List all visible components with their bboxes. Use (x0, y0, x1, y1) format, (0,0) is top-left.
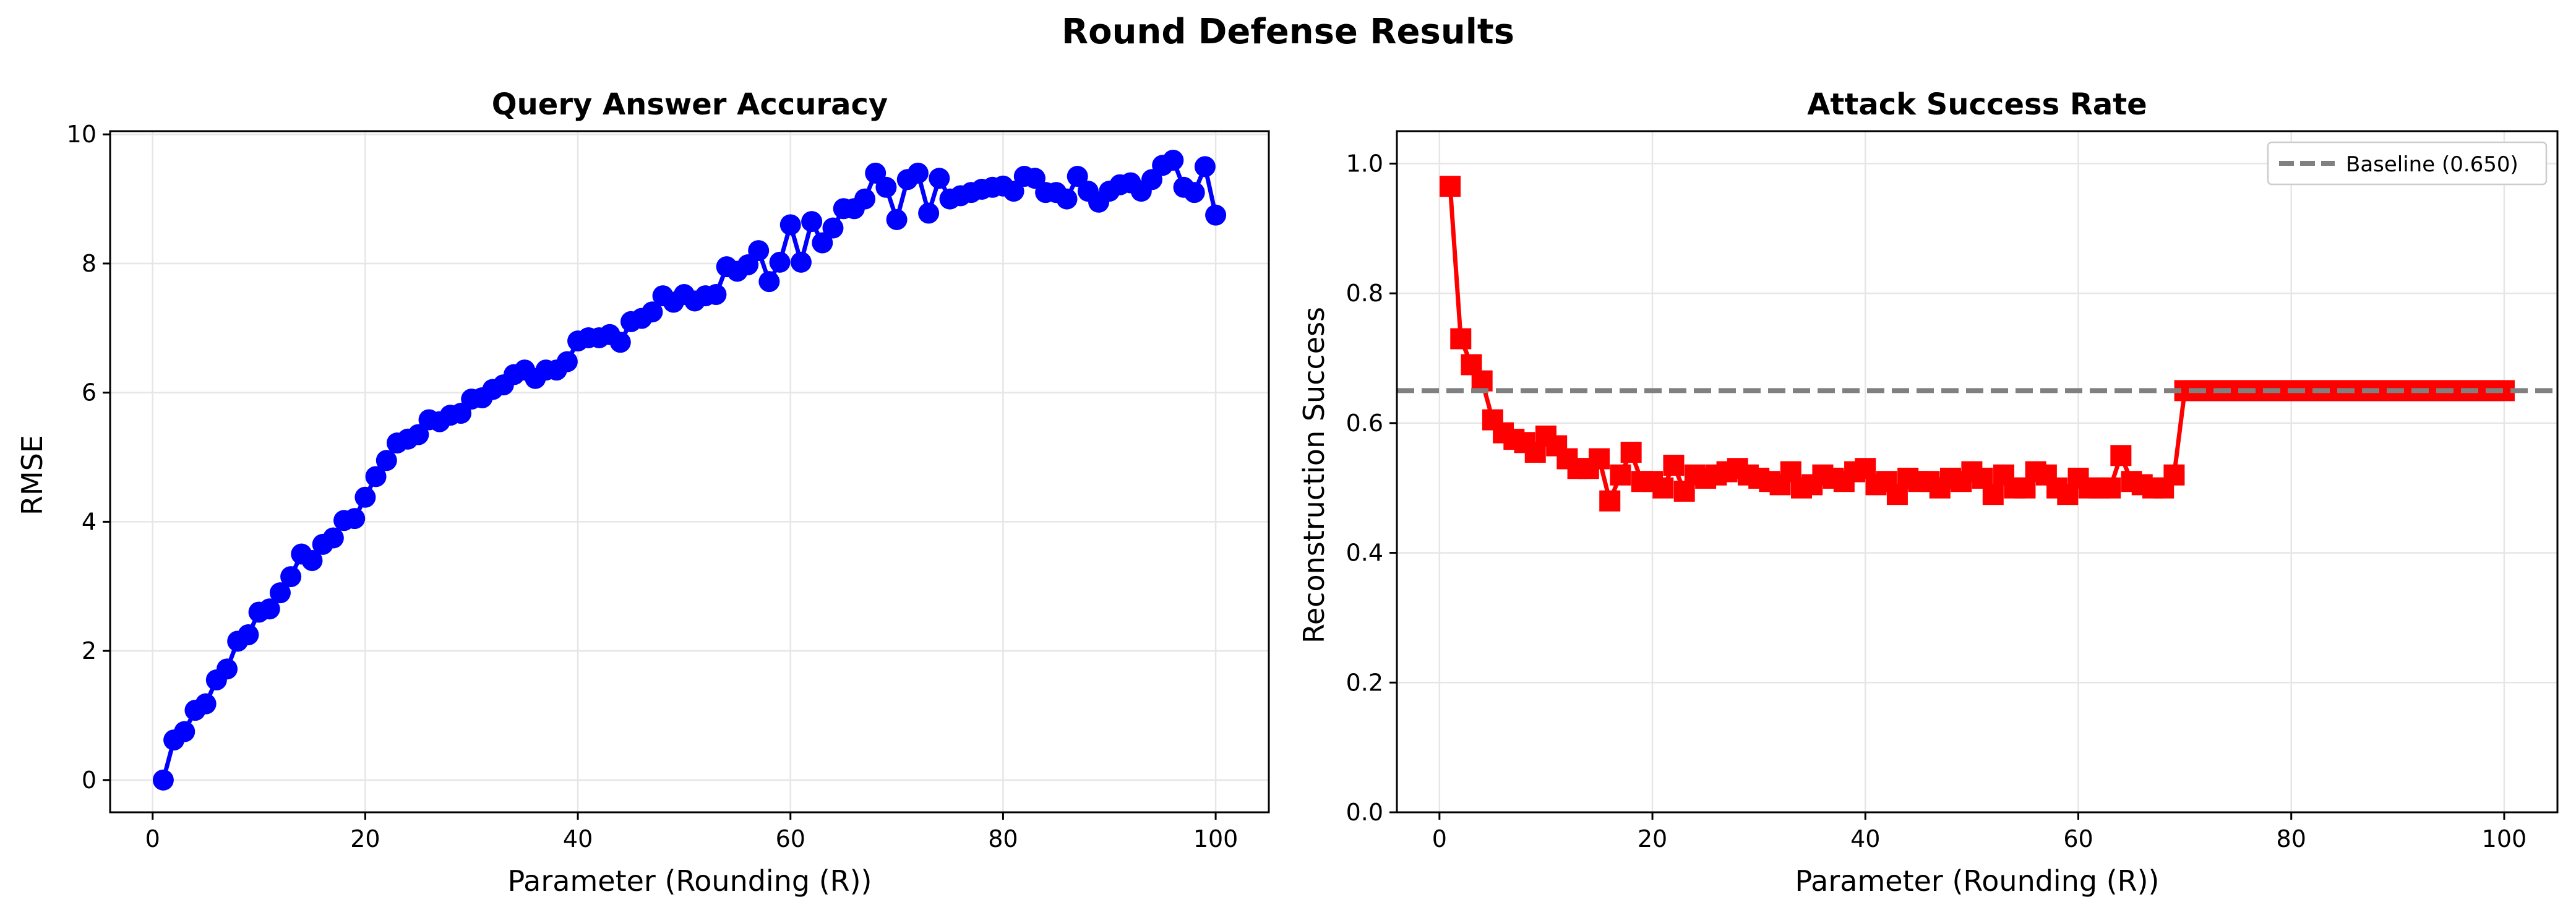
legend-box (2267, 141, 2548, 186)
data-point (1589, 448, 1610, 470)
data-point (195, 693, 217, 715)
data-point (344, 508, 366, 530)
data-point (1599, 490, 1621, 512)
data-point (748, 240, 770, 262)
y-tick-label: 10 (67, 121, 97, 148)
data-point (1056, 188, 1078, 210)
data-point (2100, 477, 2121, 499)
x-tick-label: 20 (350, 825, 380, 853)
data-point (642, 301, 663, 323)
data-point (1982, 484, 2004, 505)
x-tick-label: 60 (776, 825, 805, 853)
data-point (238, 624, 259, 646)
series-line (161, 158, 1218, 781)
data-point (918, 202, 940, 224)
data-point (152, 769, 174, 791)
plot-frame (109, 130, 1270, 814)
data-point (408, 424, 429, 445)
data-point (365, 466, 387, 488)
data-point (1067, 166, 1088, 187)
x-axis-label: Parameter (Rounding (R)) (1795, 864, 2160, 898)
data-point (779, 214, 801, 236)
data-point (705, 284, 727, 306)
y-axis-label: RMSE (15, 435, 49, 515)
data-point (280, 566, 302, 588)
data-point (812, 232, 833, 254)
data-point (322, 527, 344, 549)
figure-title: Round Defense Results (1062, 12, 1514, 52)
x-axis-label: Parameter (Rounding (R)) (508, 864, 872, 898)
legend: Baseline (0.650) (2267, 141, 2548, 186)
data-point (929, 168, 950, 189)
data-point (1663, 455, 1685, 476)
data-point (854, 188, 876, 210)
y-tick-label: 1.0 (1346, 150, 1383, 177)
data-point (2110, 445, 2132, 466)
x-tick-label: 80 (2277, 825, 2306, 853)
data-point (1003, 181, 1024, 202)
y-tick-label: 0.2 (1346, 669, 1383, 696)
data-point (174, 721, 195, 742)
data-point (354, 486, 376, 508)
x-tick-label: 60 (2063, 825, 2093, 853)
data-point (1183, 182, 1205, 204)
x-tick-label: 100 (1193, 825, 1239, 853)
data-point (1450, 328, 1472, 350)
data-point (1610, 464, 1631, 486)
data-point (1194, 156, 1216, 178)
data-point (886, 208, 908, 230)
chart-title: Attack Success Rate (1807, 87, 2147, 122)
data-point (1652, 477, 1674, 499)
data-point (1620, 442, 1642, 463)
data-point (1205, 204, 1227, 226)
y-tick-label: 8 (82, 250, 97, 277)
x-tick-label: 80 (988, 825, 1018, 853)
data-point (801, 211, 823, 233)
plot-frame (1396, 130, 2559, 814)
data-point (790, 251, 812, 273)
chart-title: Query Answer Accuracy (492, 87, 888, 122)
y-tick-label: 0.6 (1346, 410, 1383, 437)
data-point (907, 162, 929, 184)
data-point (769, 251, 791, 273)
y-tick-label: 2 (82, 637, 97, 664)
data-point (875, 176, 897, 198)
data-point (1471, 370, 1493, 392)
y-tick-label: 0.8 (1346, 280, 1383, 307)
x-tick-label: 40 (563, 825, 593, 853)
data-point (217, 658, 238, 680)
data-point (259, 598, 280, 620)
y-tick-label: 0 (82, 767, 97, 794)
data-point (822, 217, 844, 239)
x-tick-label: 0 (145, 825, 160, 853)
attack-success-chart: Attack Success Rate Parameter (Rounding … (1297, 87, 2559, 898)
data-point (1162, 149, 1184, 171)
data-point (376, 450, 397, 471)
x-tick-label: 0 (1432, 825, 1447, 853)
x-tick-label: 40 (1850, 825, 1880, 853)
data-point (1440, 176, 1461, 197)
y-tick-label: 4 (82, 508, 97, 535)
x-tick-label: 20 (1638, 825, 1667, 853)
y-axis-label: Reconstruction Success (1297, 307, 1331, 643)
y-tick-label: 0.0 (1346, 799, 1383, 826)
legend-baseline-label: Baseline (0.650) (2346, 152, 2518, 177)
x-tick-label: 100 (2482, 825, 2527, 853)
data-point (609, 332, 631, 353)
data-point (758, 271, 780, 293)
y-tick-label: 0.4 (1346, 539, 1383, 567)
rmse-chart: Query Answer Accuracy Parameter (Roundin… (15, 87, 1270, 898)
y-tick-label: 6 (82, 379, 97, 406)
data-point (301, 549, 323, 571)
data-point (2163, 464, 2185, 486)
data-point (556, 351, 578, 372)
data-point (269, 582, 291, 604)
